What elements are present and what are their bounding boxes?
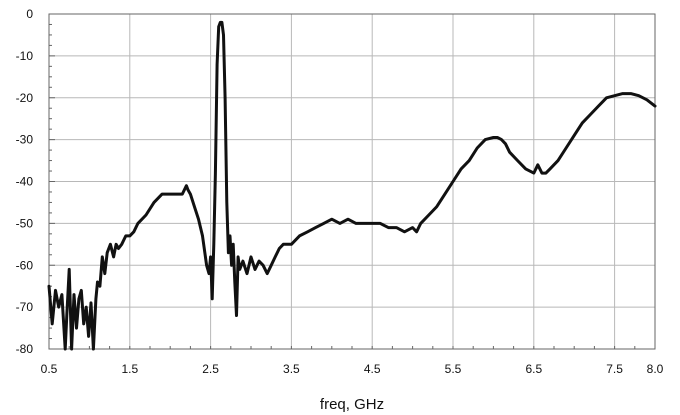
x-tick-label: 2.5 [202, 362, 219, 376]
x-tick-label: 0.5 [41, 362, 58, 376]
y-tick-label: -50 [16, 216, 34, 230]
y-tick-label: -30 [16, 133, 34, 147]
y-tick-label: -10 [16, 49, 34, 63]
y-tick-label: -60 [16, 258, 34, 272]
x-tick-label: 4.5 [364, 362, 381, 376]
y-tick-labels: 0 -10 -20 -30 -40 -50 -60 -70 -80 [16, 7, 34, 356]
y-tick-label: -20 [16, 91, 34, 105]
y-tick-label: -80 [16, 342, 34, 356]
y-tick-label: -70 [16, 300, 34, 314]
x-tick-label: 7.5 [606, 362, 623, 376]
x-tick-label: 8.0 [647, 362, 664, 376]
y-tick-label: 0 [26, 7, 33, 21]
grid-lines [48, 13, 656, 350]
series-group [47, 20, 657, 351]
y-tick-label: -40 [16, 175, 34, 189]
x-tick-label: 1.5 [121, 362, 138, 376]
x-tick-label: 6.5 [525, 362, 542, 376]
x-tick-label: 3.5 [283, 362, 300, 376]
x-tick-label: 5.5 [445, 362, 462, 376]
series-line [47, 20, 657, 351]
x-axis-label: freq, GHz [320, 396, 384, 413]
x-tick-labels: 0.5 1.5 2.5 3.5 4.5 5.5 6.5 7.5 8.0 [41, 362, 664, 376]
